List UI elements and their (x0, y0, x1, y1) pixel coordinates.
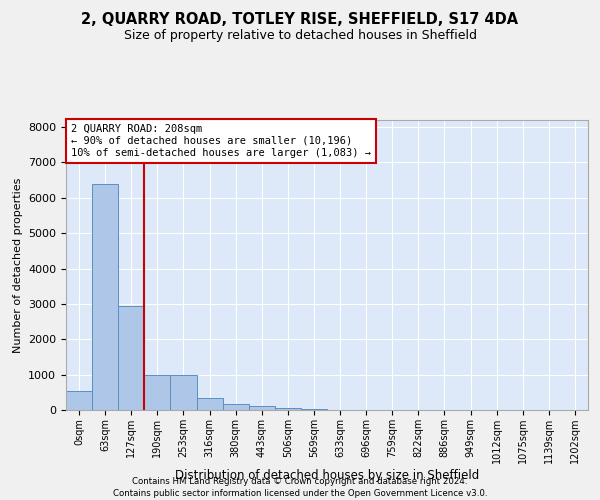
Y-axis label: Number of detached properties: Number of detached properties (13, 178, 23, 352)
Bar (92, 184, 118, 410)
Bar (66, 390, 92, 410)
Text: Contains public sector information licensed under the Open Government Licence v3: Contains public sector information licen… (113, 489, 487, 498)
Bar (197, 398, 223, 410)
Text: 2 QUARRY ROAD: 208sqm
← 90% of detached houses are smaller (10,196)
10% of semi-: 2 QUARRY ROAD: 208sqm ← 90% of detached … (71, 124, 371, 158)
X-axis label: Distribution of detached houses by size in Sheffield: Distribution of detached houses by size … (175, 468, 479, 481)
Bar (275, 408, 301, 410)
Text: 2, QUARRY ROAD, TOTLEY RISE, SHEFFIELD, S17 4DA: 2, QUARRY ROAD, TOTLEY RISE, SHEFFIELD, … (82, 12, 518, 28)
Text: Contains HM Land Registry data © Crown copyright and database right 2024.: Contains HM Land Registry data © Crown c… (132, 478, 468, 486)
Text: Size of property relative to detached houses in Sheffield: Size of property relative to detached ho… (124, 28, 476, 42)
Bar (170, 376, 197, 410)
Bar (223, 404, 249, 410)
Bar (118, 306, 145, 410)
Bar (145, 376, 170, 410)
Bar (249, 406, 275, 410)
